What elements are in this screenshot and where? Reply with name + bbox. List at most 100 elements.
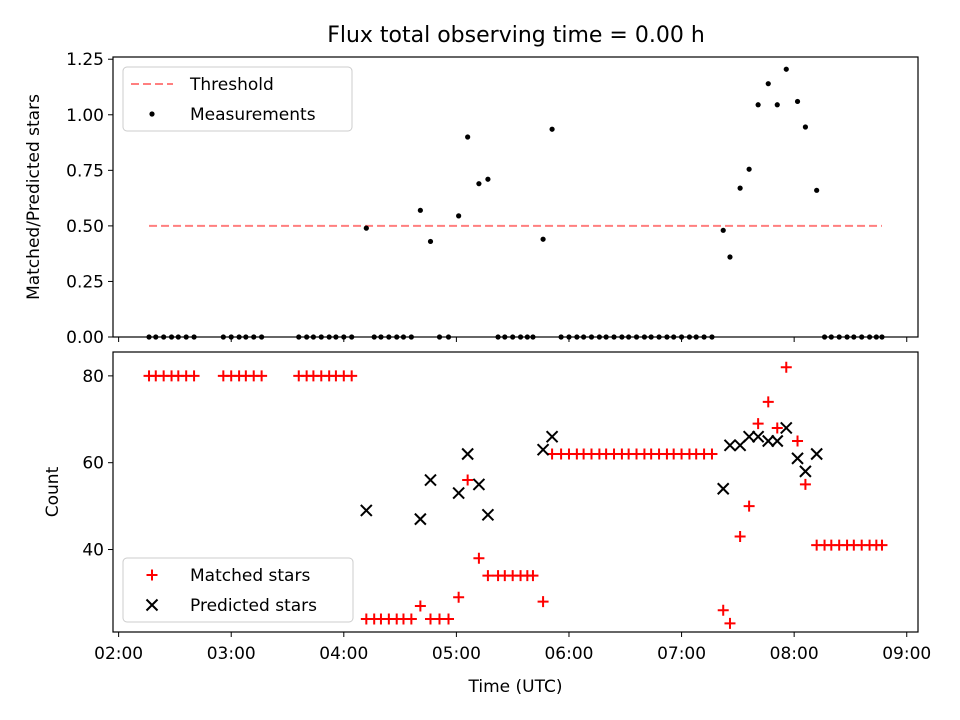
- y-tick-label: 1.25: [66, 50, 104, 70]
- legend-box: [122, 66, 353, 132]
- measurement-point: [737, 185, 743, 191]
- matched-star-point: [443, 613, 455, 625]
- legend: Matched stars Predicted stars: [122, 557, 354, 623]
- y-tick-label: 0.75: [66, 161, 104, 181]
- x-axis-label: Time (UTC): [468, 677, 563, 697]
- legend-label: Predicted stars: [190, 596, 317, 616]
- matched-star-point: [188, 370, 200, 382]
- predicted-star-point: [452, 486, 465, 500]
- measurement-point: [802, 124, 809, 130]
- legend-predicted-swatch: [145, 598, 159, 612]
- y-tick-label: 0.25: [66, 272, 104, 292]
- measurement-point: [814, 187, 820, 193]
- y-tick-label: 1.00: [66, 106, 104, 126]
- legend: Threshold Measurements: [122, 66, 353, 132]
- measurement-point: [720, 227, 726, 233]
- matched-star-point: [414, 600, 426, 612]
- predicted-star-point: [424, 473, 437, 487]
- legend-label: Threshold: [189, 75, 274, 95]
- measurement-point: [456, 213, 462, 219]
- measurement-point: [485, 176, 491, 182]
- matched-star-point: [346, 370, 358, 382]
- matched-star-point: [527, 570, 539, 582]
- legend-label: Matched stars: [190, 566, 310, 586]
- x-tick-label: 05:00: [432, 644, 481, 664]
- legend-label: Measurements: [190, 105, 316, 125]
- matched-star-point: [453, 591, 465, 603]
- measurement-point: [476, 181, 482, 187]
- measurement-point: [727, 254, 733, 260]
- matched-star-point: [780, 361, 792, 373]
- measurement-point: [765, 81, 771, 87]
- measurement-point: [746, 166, 752, 172]
- matched-star-point: [762, 396, 774, 408]
- y-tick-label: 0.50: [66, 217, 104, 237]
- chart-title: Flux total observing time = 0.00 h: [327, 23, 705, 48]
- y-tick-label: 0.00: [66, 328, 104, 348]
- matched-star-point: [462, 474, 474, 486]
- predicted-star-point: [799, 465, 812, 478]
- legend-measurement-swatch: [149, 111, 155, 117]
- y-tick-label: 40: [82, 541, 104, 561]
- predicted-star-point: [472, 478, 486, 491]
- predicted-star-point: [461, 447, 474, 461]
- predicted-star-point: [771, 434, 784, 448]
- measurement-point: [794, 98, 801, 105]
- x-tick-label: 06:00: [544, 644, 593, 664]
- legend-box: [122, 557, 354, 623]
- predicted-star-point: [762, 434, 775, 448]
- series-matched-stars: [143, 361, 888, 629]
- x-tick-label: 09:00: [882, 644, 931, 664]
- measurement-point: [549, 126, 555, 132]
- matched-star-point: [473, 552, 485, 564]
- measurement-point: [363, 225, 369, 231]
- predicted-star-point: [545, 430, 559, 443]
- matched-star-point: [799, 478, 811, 490]
- matched-star-point: [537, 596, 549, 608]
- matched-star-point: [771, 422, 783, 434]
- matched-star-point: [724, 617, 736, 629]
- y-axis-label: Count: [43, 466, 63, 517]
- measurement-point: [774, 102, 780, 108]
- series-measurements: [146, 66, 885, 340]
- predicted-star-point: [751, 430, 765, 443]
- matched-star-point: [743, 500, 755, 512]
- matched-star-point: [876, 539, 888, 551]
- predicted-star-point: [414, 512, 427, 526]
- panel-bottom-count: 40 60 80 02:00 03:00 04:00 05:00 06:00 07:00 08:0…: [43, 351, 931, 697]
- x-tick-label: 04:00: [319, 644, 368, 664]
- legend-matched-swatch: [146, 569, 158, 581]
- predicted-star-point: [742, 430, 756, 443]
- y-tick-label: 80: [82, 367, 104, 387]
- plot-frame: [112, 351, 919, 633]
- matched-star-point: [405, 613, 417, 625]
- plot-frame: [112, 56, 919, 338]
- predicted-star-point: [360, 504, 373, 517]
- measurement-point: [755, 102, 761, 108]
- x-tick-label: 07:00: [657, 644, 706, 664]
- predicted-star-point: [780, 421, 793, 435]
- predicted-star-point: [791, 452, 804, 465]
- matched-star-point: [734, 530, 746, 542]
- predicted-star-point: [481, 508, 495, 521]
- matched-star-point: [256, 370, 268, 382]
- y-tick-label: 60: [82, 454, 104, 474]
- measurement-point: [783, 66, 789, 72]
- matched-star-point: [482, 570, 494, 582]
- measurement-point: [540, 236, 546, 242]
- matched-star-point: [792, 435, 804, 447]
- panel-top-ratio: 0.00 0.25 0.50 0.75 1.00 1.25 Matched/Predicte…: [24, 50, 919, 348]
- series-predicted-stars: [360, 421, 823, 526]
- predicted-star-point: [717, 482, 730, 495]
- measurement-point: [427, 238, 434, 245]
- matched-star-point: [752, 418, 764, 430]
- predicted-star-point: [536, 443, 550, 456]
- x-tick-label: 02:00: [94, 644, 143, 664]
- y-axis-label: Matched/Predicted stars: [24, 94, 44, 300]
- x-tick-label: 03:00: [207, 644, 256, 664]
- predicted-star-point: [723, 439, 737, 452]
- measurement-point: [417, 207, 423, 213]
- x-tick-label: 08:00: [770, 644, 819, 664]
- matched-star-point: [706, 448, 718, 460]
